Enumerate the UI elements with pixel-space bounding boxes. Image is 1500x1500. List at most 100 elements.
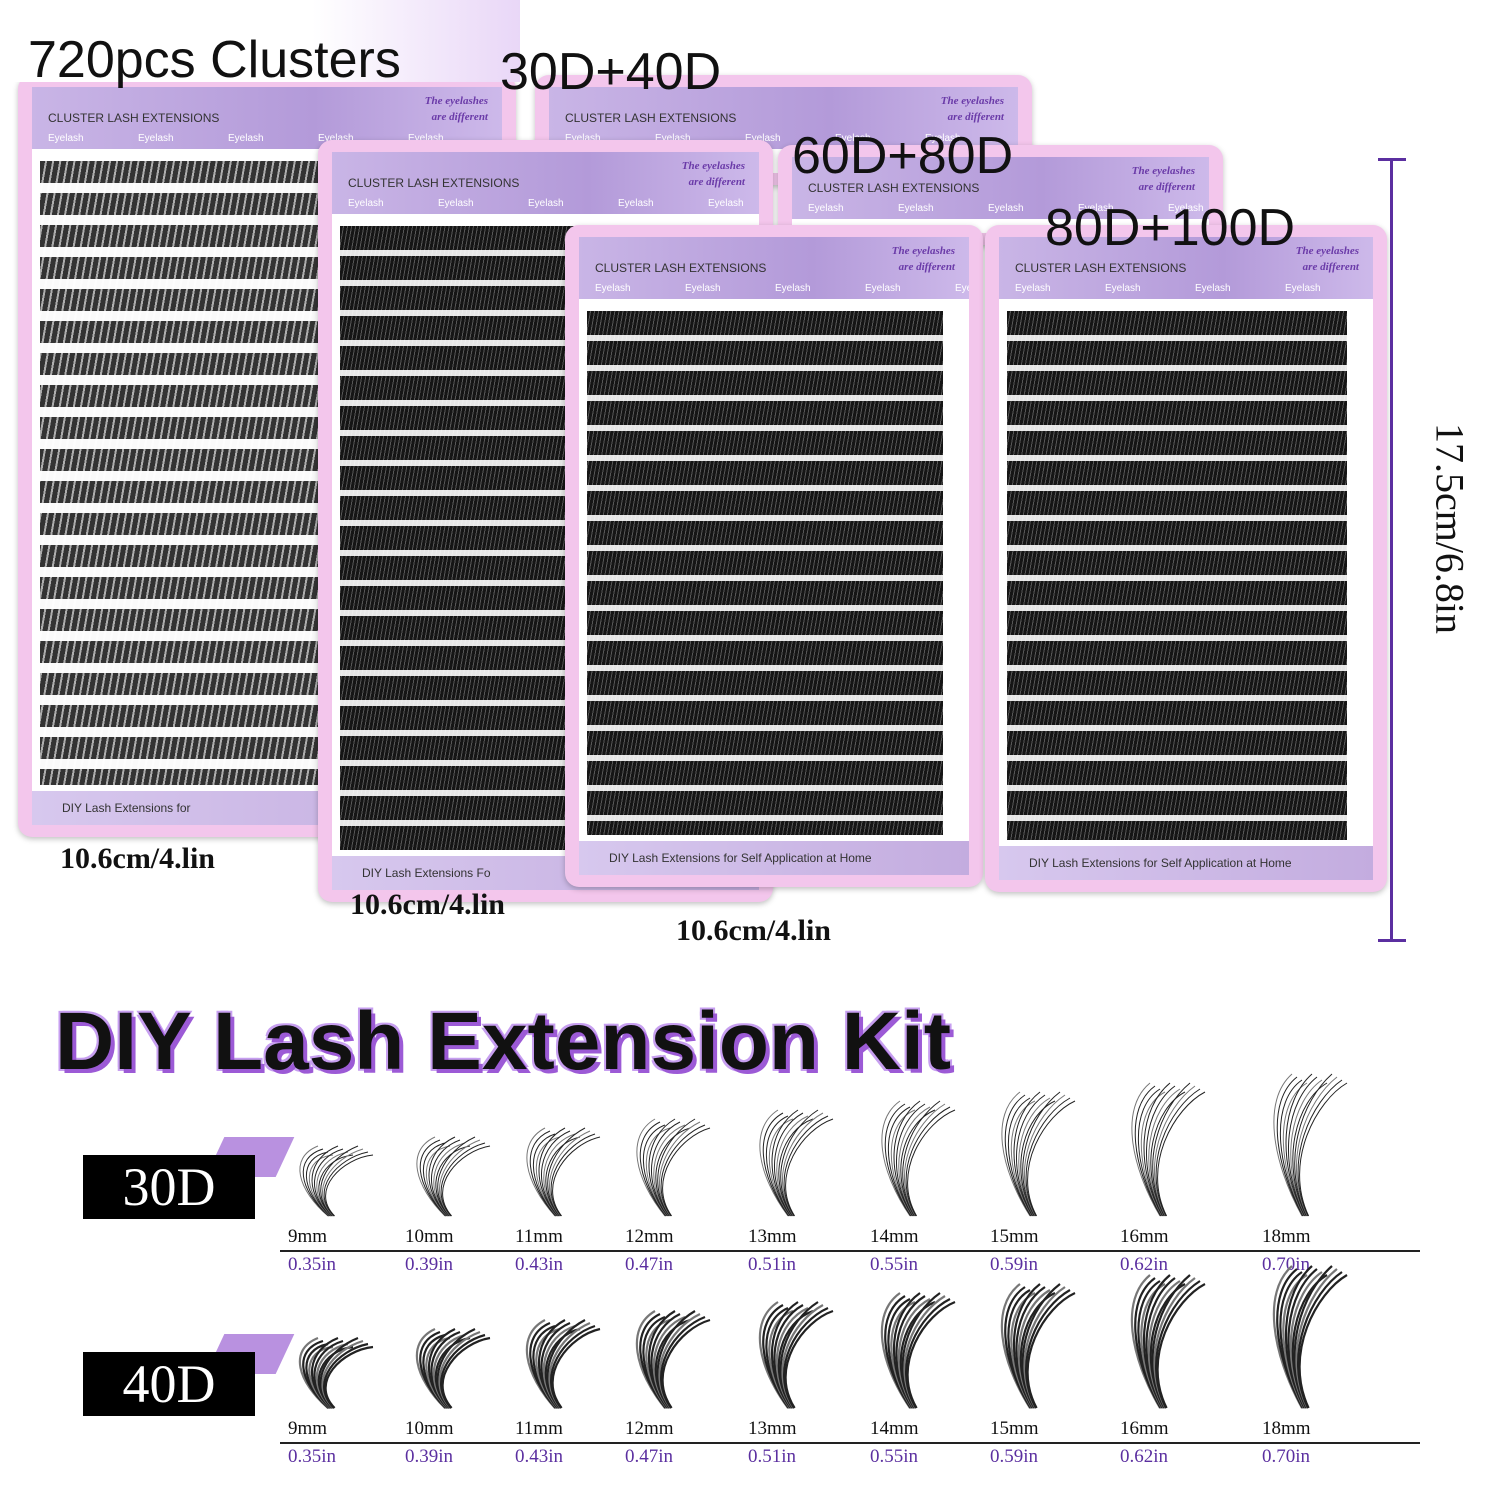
set-label: 30D+40D xyxy=(500,43,722,101)
lash-strand xyxy=(776,1115,809,1217)
lash-strand xyxy=(773,1112,804,1217)
lash-strand xyxy=(1298,1274,1348,1409)
lash-cluster xyxy=(299,1145,374,1217)
lash-strand xyxy=(648,1118,676,1217)
tray-note: are different xyxy=(431,111,488,123)
lash-strand xyxy=(1146,1085,1176,1217)
lash-tray: CLUSTER LASH EXTENSIONS The eyelashes are … xyxy=(985,225,1387,892)
size-in: 0.70in xyxy=(1262,1446,1311,1467)
lash-strand xyxy=(659,1121,701,1217)
tray-card: CLUSTER LASH EXTENSIONS The eyelashes are … xyxy=(579,237,969,875)
size-in: 0.47in xyxy=(625,1446,674,1467)
lash-strand xyxy=(771,1109,799,1217)
lash-strand xyxy=(439,1139,481,1217)
tray-tab: Eyelash xyxy=(1168,203,1204,214)
tray-note: The eyelashes xyxy=(891,245,955,257)
lash-strand xyxy=(1007,1097,1032,1217)
size-in: 0.47in xyxy=(625,1254,674,1275)
lash-strand xyxy=(1137,1088,1162,1217)
tray-header: CLUSTER LASH EXTENSIONS xyxy=(348,176,520,190)
size-mm: 16mm xyxy=(1120,1226,1169,1247)
lash-strand xyxy=(881,1100,911,1217)
tray-header-band xyxy=(579,237,969,299)
lash-cluster xyxy=(1131,1082,1206,1217)
lash-cluster xyxy=(1000,1283,1076,1409)
tray-tab: Eyelash xyxy=(138,133,174,144)
tray-tab: Eyelash xyxy=(528,198,564,209)
set-label: 60D+80D xyxy=(792,127,1014,185)
lash-strand xyxy=(765,1115,790,1217)
tray-tab: Eyelash xyxy=(228,133,264,144)
density-label: 40D xyxy=(83,1352,255,1416)
size-mm: 16mm xyxy=(1120,1418,1169,1439)
tray-tab: Eyelash xyxy=(1285,283,1321,294)
lash-strand xyxy=(1279,1079,1304,1217)
size-mm: 15mm xyxy=(990,1226,1039,1247)
tray-header-band xyxy=(999,237,1373,299)
lash-strand xyxy=(316,1151,349,1217)
size-in: 0.39in xyxy=(405,1254,454,1275)
lash-strand xyxy=(900,1109,936,1217)
tray-tab: Eyelash xyxy=(655,133,691,144)
size-in: 0.43in xyxy=(515,1446,564,1467)
lash-strand xyxy=(1004,1094,1032,1217)
size-in: 0.62in xyxy=(1120,1446,1169,1467)
tray-header: CLUSTER LASH EXTENSIONS xyxy=(808,181,980,195)
size-mm: 12mm xyxy=(625,1418,674,1439)
lash-strand xyxy=(541,1130,571,1217)
lash-strand xyxy=(783,1115,829,1217)
lash-strand xyxy=(431,1139,461,1217)
lash-strand xyxy=(441,1336,491,1409)
tray-tab: Eyelash xyxy=(408,133,444,144)
size-mm: 15mm xyxy=(990,1418,1039,1439)
count-label: 720pcs Clusters xyxy=(28,31,401,89)
size-mm: 18mm xyxy=(1262,1418,1311,1439)
lash-cluster xyxy=(526,1127,601,1217)
lash-strand xyxy=(435,1145,471,1217)
tray-tab: Eyelash xyxy=(48,133,84,144)
lash-strand xyxy=(907,1109,956,1217)
lash-strand xyxy=(653,1124,686,1217)
tray-header-band xyxy=(32,87,502,149)
lash-strand xyxy=(661,1318,711,1409)
lash-cluster xyxy=(415,1328,491,1409)
size-mm: 13mm xyxy=(748,1418,797,1439)
lash-strand xyxy=(311,1145,339,1217)
tray-tab: Eyelash xyxy=(708,198,744,209)
lash-strand xyxy=(660,1315,706,1409)
tray-tab: Eyelash xyxy=(1195,283,1231,294)
lash-strand xyxy=(904,1103,946,1217)
lash-rows xyxy=(587,311,943,835)
lash-cluster xyxy=(636,1118,711,1217)
size-in: 0.39in xyxy=(405,1446,454,1467)
lash-cluster xyxy=(635,1310,711,1409)
size-mm: 14mm xyxy=(870,1226,919,1247)
size-mm: 11mm xyxy=(515,1418,563,1439)
tray-tab: Eyelash xyxy=(685,283,721,294)
lash-strand xyxy=(905,1106,951,1217)
tray-tab: Eyelash xyxy=(618,198,654,209)
lash-strand xyxy=(1024,1094,1066,1217)
tray-header: CLUSTER LASH EXTENSIONS xyxy=(48,111,220,125)
lash-strand xyxy=(1276,1076,1304,1217)
width-label: 10.6cm/4.lin xyxy=(350,888,505,921)
size-in: 0.43in xyxy=(515,1254,564,1275)
size-mm: 9mm xyxy=(288,1226,328,1247)
lash-strand xyxy=(662,1127,711,1217)
tray-tab: Eyelash xyxy=(1078,203,1114,214)
kit-title: DIY Lash Extension Kit xyxy=(55,996,952,1087)
lash-strand xyxy=(902,1100,941,1217)
tray-header-band xyxy=(332,152,759,214)
size-mm: 9mm xyxy=(288,1418,328,1439)
lash-strand xyxy=(550,1324,596,1409)
height-cap xyxy=(1378,939,1406,942)
tray-tab: Eyelash xyxy=(925,133,961,144)
lash-strand xyxy=(324,1345,374,1409)
lash-strand xyxy=(526,1127,556,1217)
tray-tab: Eyelash xyxy=(988,203,1024,214)
tray-header: CLUSTER LASH EXTENSIONS xyxy=(1015,261,1187,275)
size-in: 0.35in xyxy=(288,1254,337,1275)
lash-strand xyxy=(549,1130,591,1217)
lash-strand xyxy=(1027,1100,1076,1217)
tray-note: are different xyxy=(688,176,745,188)
